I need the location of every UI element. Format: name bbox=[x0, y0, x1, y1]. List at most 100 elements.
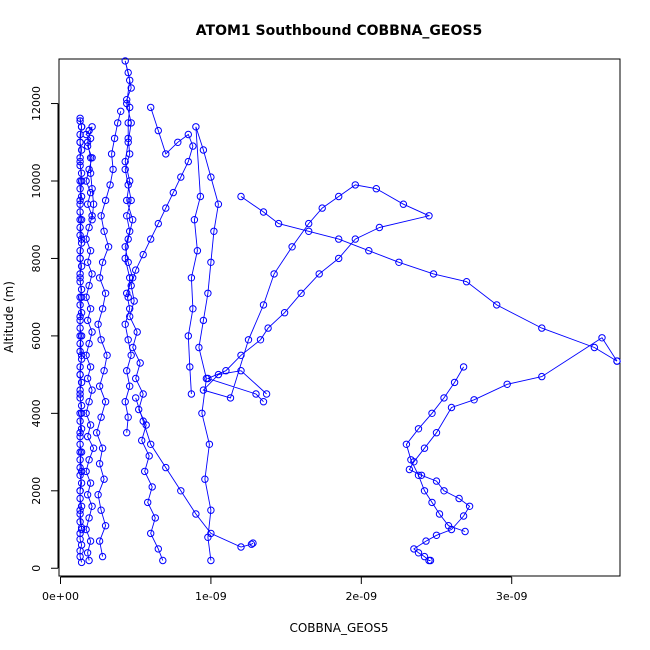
data-point bbox=[204, 533, 212, 541]
data-point bbox=[351, 235, 359, 243]
data-point bbox=[85, 514, 93, 522]
data-point bbox=[154, 126, 163, 135]
series-line bbox=[96, 111, 122, 557]
data-point bbox=[126, 274, 134, 282]
data-point bbox=[335, 254, 343, 263]
data-point bbox=[204, 289, 212, 297]
data-point bbox=[106, 181, 114, 189]
data-point bbox=[77, 169, 86, 177]
data-point bbox=[76, 254, 84, 263]
data-point bbox=[162, 204, 170, 212]
data-point bbox=[138, 436, 146, 445]
y-tick-label: 12000 bbox=[30, 86, 43, 121]
data-point bbox=[76, 324, 84, 332]
data-point bbox=[76, 301, 84, 309]
data-point bbox=[124, 293, 132, 301]
y-tick-label: 10000 bbox=[30, 163, 43, 198]
data-point bbox=[83, 138, 92, 147]
data-point bbox=[198, 409, 206, 417]
data-point bbox=[139, 417, 147, 425]
data-point bbox=[76, 157, 84, 166]
data-point bbox=[274, 219, 283, 228]
data-point bbox=[86, 363, 95, 371]
data-point bbox=[98, 444, 107, 452]
data-point bbox=[148, 483, 156, 491]
y-axis: 0 2000 4000 6000 8000 10000 12000 bbox=[30, 86, 59, 572]
data-point bbox=[95, 460, 104, 468]
data-point bbox=[420, 552, 429, 561]
data-point bbox=[124, 336, 132, 344]
data-point bbox=[103, 351, 111, 359]
data-point bbox=[425, 212, 433, 220]
data-point bbox=[195, 343, 203, 352]
data-point bbox=[100, 367, 108, 375]
data-point bbox=[124, 119, 132, 127]
data-point bbox=[127, 351, 135, 359]
data-point bbox=[288, 243, 296, 251]
x-axis: 0e+00 1e-09 2e-09 3e-09 bbox=[42, 576, 528, 603]
data-point bbox=[76, 200, 84, 208]
data-point bbox=[77, 239, 86, 247]
data-point bbox=[270, 270, 278, 278]
series-line bbox=[79, 118, 83, 563]
data-point bbox=[86, 188, 95, 197]
data-point bbox=[88, 212, 96, 220]
data-point bbox=[133, 328, 141, 336]
data-point bbox=[76, 274, 84, 282]
data-point bbox=[76, 552, 84, 561]
data-point bbox=[101, 398, 110, 406]
data-point bbox=[201, 475, 209, 483]
data-point bbox=[98, 305, 107, 313]
data-point bbox=[77, 293, 86, 301]
x-tick-label: 2e-09 bbox=[345, 590, 377, 603]
data-point bbox=[88, 386, 96, 394]
data-series bbox=[237, 192, 621, 365]
data-point bbox=[259, 301, 268, 309]
data-point bbox=[83, 142, 92, 150]
data-point bbox=[177, 173, 185, 181]
data-point bbox=[462, 278, 471, 286]
data-point bbox=[440, 394, 448, 402]
data-point bbox=[76, 518, 84, 526]
series-line bbox=[129, 107, 194, 561]
data-point bbox=[124, 235, 132, 243]
data-point bbox=[121, 320, 129, 328]
data-point bbox=[429, 270, 438, 278]
data-point bbox=[428, 409, 436, 417]
data-point bbox=[76, 270, 84, 278]
data-point bbox=[493, 301, 501, 309]
data-point bbox=[76, 196, 84, 205]
data-point bbox=[124, 138, 132, 147]
data-point bbox=[77, 309, 86, 317]
data-point bbox=[126, 305, 134, 313]
data-point bbox=[97, 413, 105, 421]
data-point bbox=[76, 370, 84, 379]
data-point bbox=[76, 440, 84, 448]
data-point bbox=[247, 540, 256, 548]
data-point bbox=[132, 394, 140, 402]
data-point bbox=[88, 123, 96, 131]
data-point bbox=[132, 266, 140, 274]
data-point bbox=[76, 216, 84, 224]
data-point bbox=[123, 96, 131, 104]
data-point bbox=[222, 367, 230, 375]
data-point bbox=[82, 467, 90, 476]
data-point bbox=[97, 212, 105, 220]
series-line bbox=[187, 126, 219, 561]
data-point bbox=[177, 487, 185, 495]
data-point bbox=[126, 227, 134, 236]
data-point bbox=[210, 227, 218, 236]
series-line bbox=[135, 397, 254, 548]
data-point bbox=[395, 258, 403, 266]
data-point bbox=[151, 514, 160, 522]
data-point bbox=[192, 123, 200, 131]
data-point bbox=[144, 498, 152, 507]
data-point bbox=[189, 305, 197, 313]
data-point bbox=[432, 429, 441, 437]
data-point bbox=[121, 157, 129, 166]
data-point bbox=[189, 142, 197, 150]
data-point bbox=[94, 491, 102, 499]
data-point bbox=[262, 390, 271, 398]
data-point bbox=[83, 432, 92, 441]
data-point bbox=[402, 440, 411, 448]
